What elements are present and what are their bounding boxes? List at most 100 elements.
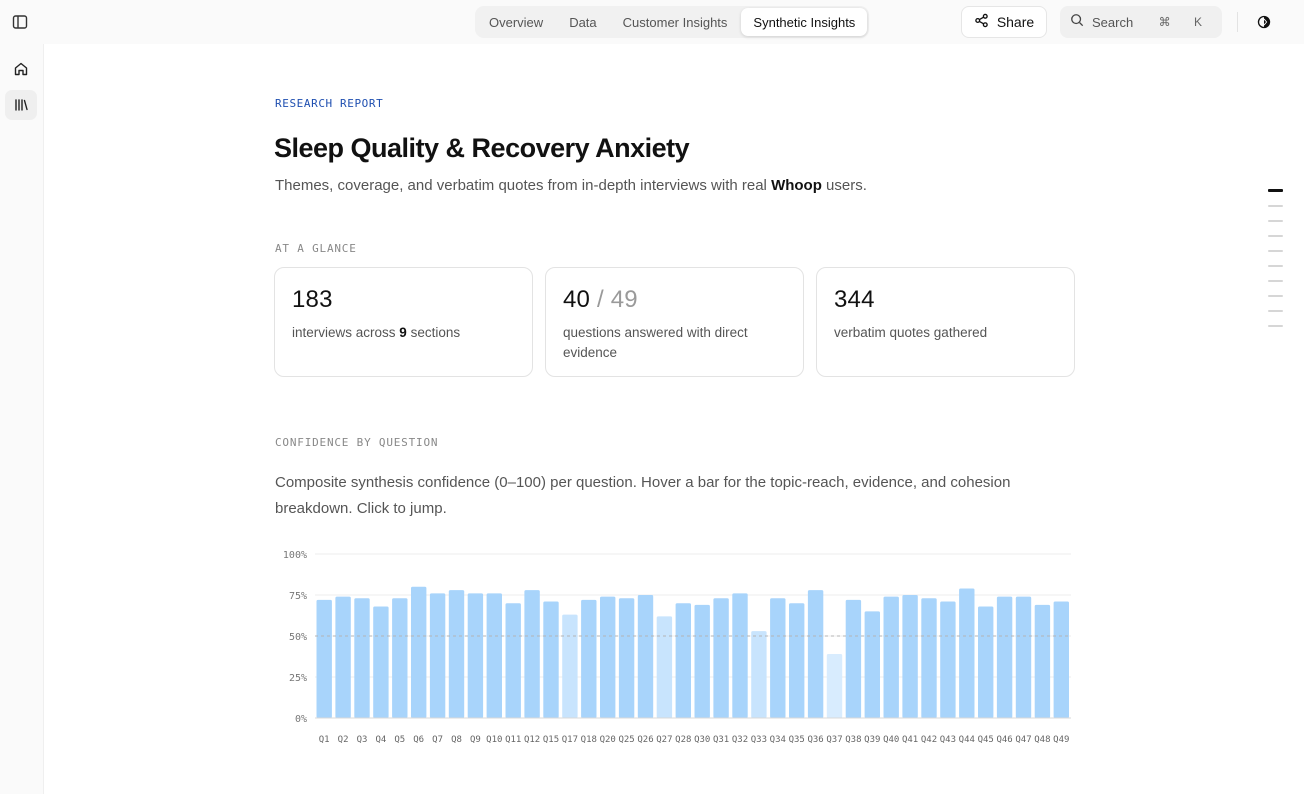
bar-q7[interactable] [429,593,446,718]
x-tick-label: Q15 [543,735,559,745]
x-tick-label: Q7 [432,735,443,745]
x-tick-label: Q25 [618,735,634,745]
toc-marker[interactable] [1268,189,1283,192]
toc-marker[interactable] [1268,325,1283,327]
toc-marker[interactable] [1268,295,1283,297]
bar-q10[interactable] [486,593,502,718]
stat-value: 183 [292,286,333,313]
chart-description: Composite synthesis confidence (0–100) p… [275,474,1011,517]
share-icon [974,13,989,31]
toc-marker[interactable] [1268,235,1283,237]
x-tick-label: Q38 [845,735,861,745]
bar-q18[interactable] [581,599,597,718]
bar-q46[interactable] [996,596,1013,718]
library-icon[interactable] [5,90,37,120]
bar-q49[interactable] [1053,601,1069,718]
bar-q8[interactable] [448,590,465,718]
bar-q1[interactable] [316,599,332,718]
bar-q36[interactable] [807,590,824,718]
bar-q12[interactable] [524,590,540,718]
stat-description: verbatim quotes gathered [834,325,988,340]
y-tick-label: 0% [295,714,307,725]
toc-marker[interactable] [1268,250,1283,252]
bar-q5[interactable] [392,598,408,718]
x-tick-label: Q42 [921,735,937,745]
toc-marker[interactable] [1268,280,1283,282]
stat-desc-text: interviews across [292,325,400,340]
x-tick-label: Q28 [675,735,691,745]
bar-q45[interactable] [978,606,994,718]
stat-card-questions: 40 / 49 questions answered with direct e… [545,267,804,377]
y-tick-label: 100% [283,550,307,561]
bar-q9[interactable] [467,593,484,718]
bar-q4[interactable] [373,606,389,718]
y-tick-label: 50% [289,632,307,643]
bar-q26[interactable] [637,595,654,718]
bar-q2[interactable] [335,596,351,718]
report-eyebrow: RESEARCH REPORT [275,97,384,110]
toc-marker[interactable] [1268,220,1283,222]
bar-q6[interactable] [411,586,427,718]
bar-q44[interactable] [959,588,975,718]
toc-marker[interactable] [1268,205,1283,207]
bar-q43[interactable] [940,601,956,718]
bar-q3[interactable] [354,598,370,718]
x-tick-label: Q1 [319,735,330,745]
home-icon[interactable] [5,54,37,84]
toc-marker[interactable] [1268,265,1283,267]
search-label: Search [1092,14,1134,30]
tab-overview[interactable]: Overview [489,14,544,30]
stat-desc-suffix: sections [406,325,461,340]
bar-q35[interactable] [789,603,805,718]
y-tick-label: 25% [289,673,307,684]
x-tick-label: Q8 [451,735,462,745]
bar-q40[interactable] [883,596,899,718]
divider [1237,12,1238,32]
bar-q15[interactable] [543,601,559,718]
stat-description: interviews across 9 sections [292,323,516,343]
tab-data[interactable]: Data [569,14,597,30]
view-tabs: Overview Data Customer Insights Syntheti… [475,6,870,38]
bar-q27[interactable] [656,616,673,718]
share-button[interactable]: Share [961,6,1047,38]
bar-q11[interactable] [505,603,521,718]
x-tick-label: Q49 [1053,735,1069,745]
bar-q39[interactable] [864,611,880,718]
x-tick-label: Q3 [357,735,368,745]
x-tick-label: Q4 [375,735,386,745]
search-button[interactable]: Search ⌘ K [1060,6,1222,38]
bar-q32[interactable] [732,593,748,718]
tab-synthetic-insights[interactable]: Synthetic Insights [741,8,868,36]
tab-customer-insights[interactable]: Customer Insights [622,14,728,30]
x-tick-label: Q32 [732,735,748,745]
page-title: Sleep Quality & Recovery Anxiety [274,133,690,163]
x-tick-label: Q33 [751,735,767,745]
subtitle-text: Themes, coverage, and verbatim quotes fr… [275,177,772,194]
bar-q28[interactable] [675,603,691,718]
stat-card-quotes: 344 verbatim quotes gathered [816,267,1075,377]
bar-q31[interactable] [713,598,729,718]
stat-value: 40 / 49 [563,286,787,314]
panel-left-icon[interactable] [10,12,30,32]
x-tick-label: Q10 [486,735,502,745]
toc-marker[interactable] [1268,310,1283,312]
glance-section-label: AT A GLANCE [275,242,357,255]
bar-q41[interactable] [902,595,918,718]
bar-q42[interactable] [921,598,937,718]
bar-q38[interactable] [845,599,862,718]
bar-q48[interactable] [1034,604,1051,718]
bar-q37[interactable] [826,654,843,718]
bar-q17[interactable] [562,614,578,718]
bar-q30[interactable] [694,604,710,718]
x-tick-label: Q35 [789,735,805,745]
contrast-icon[interactable] [1255,13,1273,31]
bar-q33[interactable] [751,631,767,718]
bar-q47[interactable] [1015,596,1032,718]
bar-q20[interactable] [600,596,616,718]
share-label: Share [996,14,1035,30]
bar-q25[interactable] [618,598,635,718]
table-of-contents-rail [1268,189,1286,340]
bar-q34[interactable] [770,598,786,718]
x-tick-label: Q27 [656,735,672,745]
x-tick-label: Q44 [959,735,975,745]
